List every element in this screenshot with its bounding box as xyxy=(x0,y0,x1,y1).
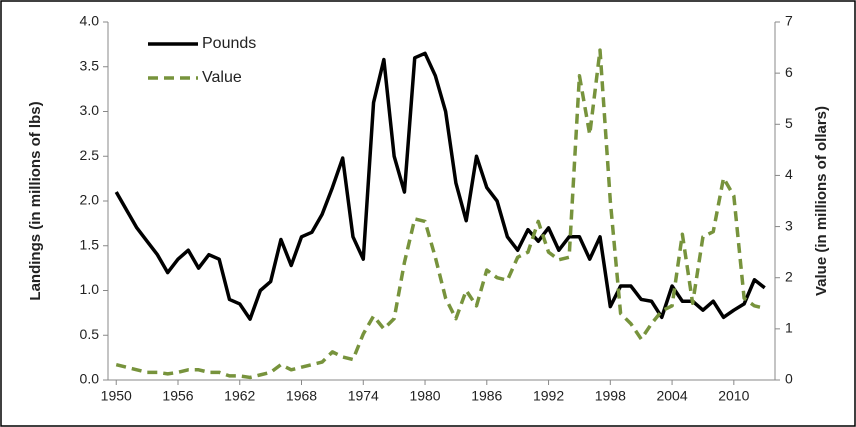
y-axis-title: Landings (in millions of lbs) xyxy=(27,101,44,300)
y-tick-label: 0.0 xyxy=(80,371,100,387)
x-tick-label: 1956 xyxy=(162,388,193,404)
y2-tick-label: 3 xyxy=(785,217,793,233)
y-tick-label: 2.0 xyxy=(80,192,100,208)
x-tick-label: 1968 xyxy=(286,388,317,404)
y2-tick-label: 6 xyxy=(785,64,793,80)
y2-tick-label: 7 xyxy=(785,13,793,29)
x-tick-label: 1986 xyxy=(471,388,502,404)
x-tick-label: 2004 xyxy=(656,388,687,404)
x-tick-label: 1974 xyxy=(348,388,379,404)
y-tick-label: 3.5 xyxy=(80,57,100,73)
x-tick-label: 1998 xyxy=(595,388,626,404)
x-tick-label: 1992 xyxy=(533,388,564,404)
x-tick-label: 2010 xyxy=(718,388,749,404)
x-tick-label: 1962 xyxy=(224,388,255,404)
y2-tick-label: 0 xyxy=(785,371,793,387)
y-tick-label: 3.0 xyxy=(80,102,100,118)
x-tick-label: 1950 xyxy=(101,388,132,404)
legend-label: Value xyxy=(202,69,242,86)
y2-tick-label: 4 xyxy=(785,166,793,182)
data-line xyxy=(115,48,766,380)
y2-axis-title: Value (in millions of ollars) xyxy=(813,106,830,296)
y-tick-label: 1.0 xyxy=(80,281,100,297)
y2-tick-label: 2 xyxy=(785,268,793,284)
y-tick-label: 4.0 xyxy=(80,13,100,29)
y2-tick-label: 5 xyxy=(785,115,793,131)
y-tick-label: 0.5 xyxy=(80,326,100,342)
y-tick-label: 2.5 xyxy=(80,147,100,163)
legend-label: Pounds xyxy=(202,35,256,52)
x-tick-label: 1980 xyxy=(409,388,440,404)
data-line xyxy=(114,51,766,321)
y2-tick-label: 1 xyxy=(785,320,793,336)
y-tick-label: 1.5 xyxy=(80,236,100,252)
